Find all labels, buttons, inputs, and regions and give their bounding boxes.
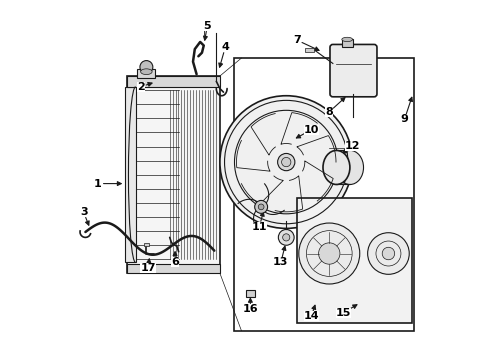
Circle shape bbox=[283, 234, 290, 241]
Text: 2: 2 bbox=[137, 82, 145, 92]
Text: 14: 14 bbox=[303, 311, 319, 321]
Text: 3: 3 bbox=[80, 207, 87, 217]
Text: 12: 12 bbox=[345, 141, 360, 151]
Bar bbox=[234, 58, 414, 330]
Text: 11: 11 bbox=[251, 222, 267, 231]
Text: 6: 6 bbox=[171, 257, 179, 267]
FancyBboxPatch shape bbox=[330, 44, 377, 97]
Ellipse shape bbox=[342, 37, 353, 41]
Text: 13: 13 bbox=[273, 257, 289, 267]
Circle shape bbox=[278, 229, 294, 245]
Text: 5: 5 bbox=[203, 21, 211, 31]
Bar bbox=[246, 290, 255, 297]
Circle shape bbox=[278, 153, 295, 171]
Circle shape bbox=[282, 157, 291, 167]
Bar bbox=[126, 264, 220, 273]
Bar bbox=[305, 48, 314, 51]
Text: 7: 7 bbox=[293, 35, 301, 45]
Circle shape bbox=[382, 247, 394, 260]
Text: 16: 16 bbox=[243, 304, 258, 314]
Bar bbox=[126, 76, 220, 87]
Text: 1: 1 bbox=[94, 179, 102, 189]
Circle shape bbox=[258, 204, 264, 210]
Circle shape bbox=[220, 96, 353, 228]
Bar bbox=[125, 87, 136, 262]
Ellipse shape bbox=[141, 69, 152, 75]
Bar bbox=[342, 40, 353, 47]
Text: 9: 9 bbox=[401, 114, 409, 124]
Text: 4: 4 bbox=[221, 42, 229, 52]
Text: 10: 10 bbox=[304, 125, 319, 135]
Text: 8: 8 bbox=[325, 107, 333, 117]
Circle shape bbox=[368, 233, 409, 274]
Text: 17: 17 bbox=[141, 263, 156, 273]
Circle shape bbox=[255, 201, 268, 213]
Circle shape bbox=[140, 60, 153, 73]
Ellipse shape bbox=[323, 150, 350, 184]
Circle shape bbox=[299, 223, 360, 284]
Circle shape bbox=[318, 243, 340, 264]
Bar bbox=[297, 198, 412, 323]
Ellipse shape bbox=[337, 150, 364, 184]
Text: 15: 15 bbox=[336, 308, 351, 318]
Bar bbox=[144, 243, 149, 246]
Bar bbox=[126, 76, 220, 273]
Bar bbox=[137, 69, 155, 78]
